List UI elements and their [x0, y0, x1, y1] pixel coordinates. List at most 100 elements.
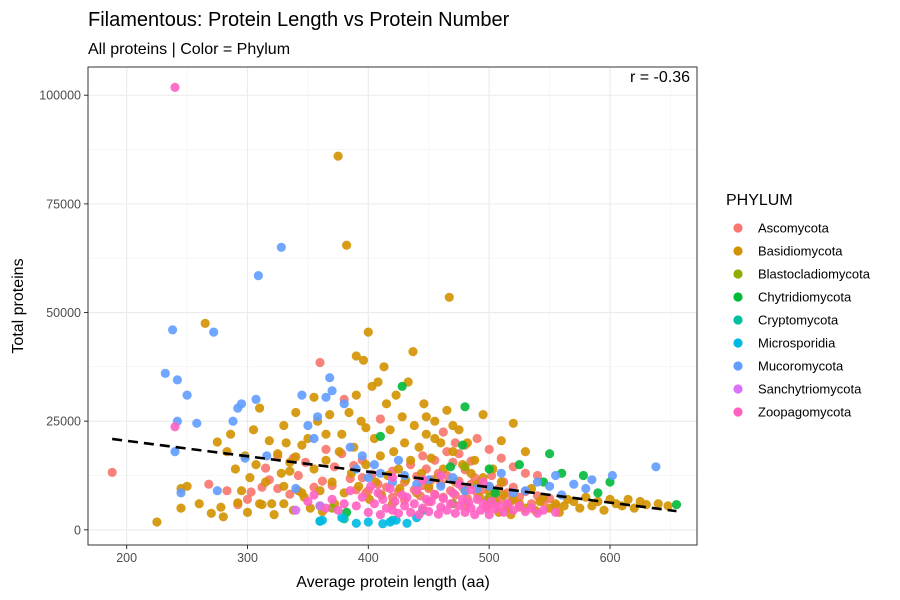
data-point [545, 481, 555, 491]
data-point [607, 470, 618, 481]
data-point [436, 470, 446, 481]
data-point [317, 515, 327, 525]
data-point [337, 429, 347, 439]
data-point [321, 444, 331, 454]
data-point [206, 508, 216, 518]
legend-item: Blastocladiomycota [733, 267, 871, 282]
x-tick-label: 600 [600, 551, 621, 565]
data-point [276, 468, 286, 478]
data-point [309, 433, 319, 444]
data-point [400, 501, 410, 511]
data-point [363, 473, 373, 483]
legend-swatch [733, 269, 743, 279]
data-point [587, 475, 597, 485]
data-point [424, 506, 434, 517]
data-point [216, 502, 226, 512]
data-point [581, 483, 591, 494]
data-point [484, 464, 494, 474]
legend-item: Mucoromycota [733, 359, 844, 374]
data-point [653, 499, 663, 509]
data-point [357, 451, 367, 461]
correlation-annotation: r = -0.36 [630, 69, 690, 86]
data-point [436, 481, 446, 491]
data-point [551, 499, 561, 509]
legend-item: Sanchytriomycota [733, 382, 862, 397]
data-point [182, 481, 192, 491]
data-point [578, 470, 589, 481]
data-point [366, 481, 376, 491]
data-point [472, 433, 482, 444]
data-point [499, 507, 509, 517]
data-point [361, 460, 371, 470]
data-point [445, 499, 456, 509]
data-point [490, 488, 500, 498]
legend-label: Blastocladiomycota [758, 267, 871, 282]
legend-item: Chytridiomycota [733, 290, 852, 305]
data-point [351, 351, 361, 361]
data-point [430, 416, 440, 426]
data-point [291, 452, 301, 462]
data-point [408, 347, 418, 357]
legend-label: Basidiomycota [758, 244, 843, 259]
data-point [248, 425, 259, 435]
series-microsporidia [315, 513, 422, 529]
data-point [363, 517, 373, 527]
data-point [442, 405, 452, 415]
data-point [478, 477, 488, 487]
data-point [333, 151, 343, 161]
data-point [351, 518, 361, 528]
data-point [351, 501, 361, 511]
data-point [339, 399, 349, 409]
data-point [291, 505, 301, 515]
x-tick-label: 300 [237, 551, 258, 565]
data-point [445, 462, 456, 472]
legend-swatch [733, 384, 743, 394]
data-point [421, 412, 431, 422]
data-point [261, 477, 271, 487]
data-point [409, 420, 419, 431]
data-point [381, 399, 392, 409]
data-point [172, 375, 182, 385]
data-point [342, 240, 352, 250]
x-tick-label: 200 [116, 551, 137, 565]
data-point [309, 392, 319, 402]
data-point [192, 418, 202, 428]
data-point [496, 477, 506, 487]
data-point [499, 490, 509, 500]
data-point [242, 507, 253, 517]
data-point [357, 492, 367, 502]
data-point [107, 467, 117, 477]
data-point [448, 420, 458, 431]
data-point [466, 468, 476, 478]
data-point [170, 422, 180, 432]
data-point [412, 486, 422, 496]
data-point [448, 473, 458, 483]
data-point [246, 487, 256, 497]
data-point [228, 416, 238, 426]
data-point [390, 496, 400, 507]
data-point [651, 462, 661, 472]
x-tick-label: 500 [479, 551, 500, 565]
data-point [245, 473, 255, 483]
data-point [285, 466, 295, 476]
data-point [358, 355, 369, 365]
y-tick-label: 100000 [39, 89, 81, 103]
data-point [458, 440, 468, 450]
legend-label: Mucoromycota [758, 359, 844, 374]
data-point [176, 488, 186, 498]
data-point [279, 420, 289, 431]
data-point [170, 82, 180, 92]
data-point [430, 490, 440, 500]
data-point [339, 499, 349, 509]
data-point [321, 392, 331, 402]
legend-title: PHYLUM [726, 192, 793, 209]
data-point [430, 433, 440, 444]
legend-label: Cryptomycota [758, 313, 839, 328]
data-point [484, 509, 494, 520]
legend-label: Microsporidia [758, 336, 836, 351]
data-point [569, 479, 579, 489]
data-point [470, 455, 480, 465]
legend-item: Cryptomycota [733, 313, 839, 328]
data-point [379, 362, 389, 372]
